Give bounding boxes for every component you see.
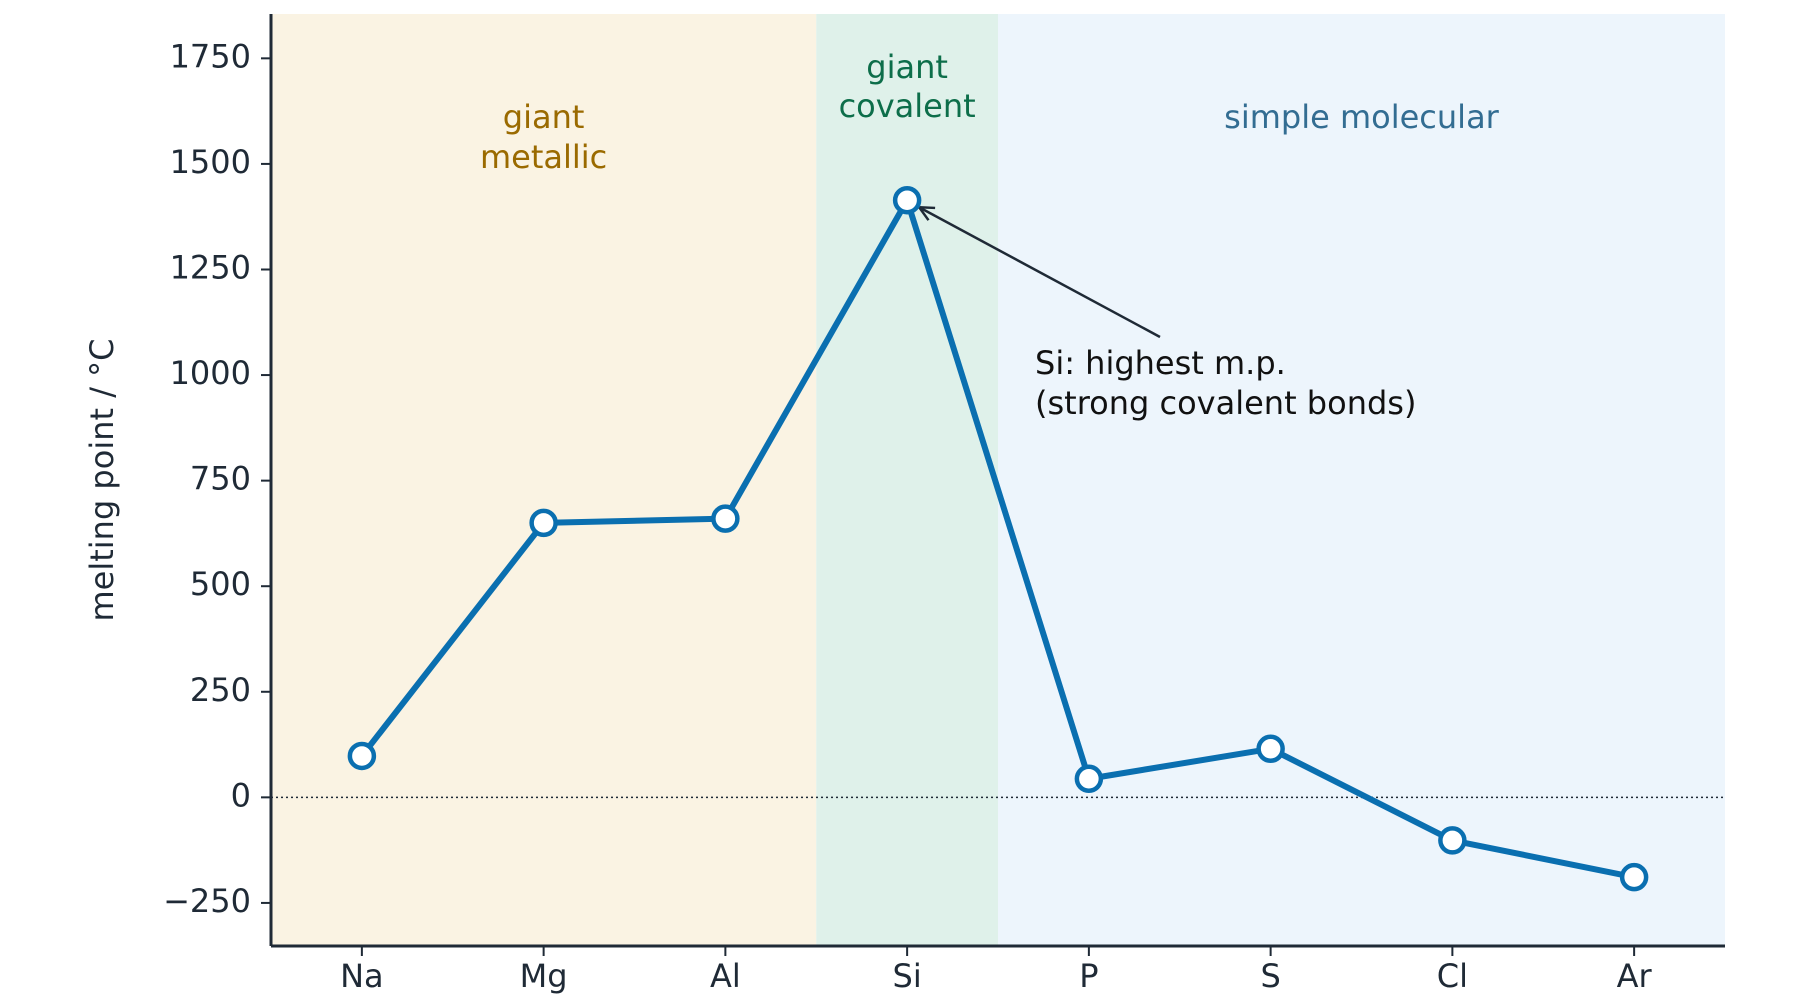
x-tick-label: Mg: [520, 957, 568, 995]
y-axis-label: melting point / °C: [83, 338, 121, 621]
x-tick-label: Ar: [1617, 957, 1653, 995]
y-tick-label: 1250: [170, 248, 251, 286]
y-tick-label: 500: [190, 565, 251, 603]
annotation-arrow: [918, 206, 1161, 339]
y-tick-label: 250: [190, 671, 251, 709]
region-label: giant: [866, 48, 948, 86]
annotation-text: (strong covalent bonds): [1035, 384, 1416, 422]
y-tick-label: 1500: [170, 143, 251, 181]
series-line: [359, 197, 1635, 881]
y-tick-label: 0: [231, 776, 251, 814]
data-point: [1619, 862, 1649, 892]
data-point: [1438, 826, 1467, 855]
y-tick-label: 1750: [170, 37, 251, 75]
y-tick-label: 1000: [170, 354, 251, 392]
x-tick-label: Si: [893, 957, 922, 995]
region-band: [816, 14, 998, 946]
data-point: [1256, 734, 1285, 764]
data-point: [529, 508, 558, 538]
x-tick-label: Cl: [1437, 957, 1468, 995]
region-band: [271, 14, 817, 946]
region-label: covalent: [839, 87, 976, 125]
x-tick-label: P: [1079, 957, 1098, 995]
data-point: [711, 504, 740, 533]
x-tick-label: Al: [710, 957, 741, 995]
y-tick-label: 750: [190, 460, 251, 498]
x-tick-label: Na: [340, 957, 384, 995]
x-tick-label: S: [1260, 957, 1280, 995]
region-label: metallic: [480, 138, 607, 176]
annotation-text: Si: highest m.p.: [1035, 344, 1286, 382]
y-tick-label: −250: [163, 882, 251, 920]
data-point: [347, 741, 377, 771]
data-point: [1074, 764, 1104, 794]
data-point: [892, 185, 922, 215]
region-label: simple molecular: [1224, 98, 1500, 136]
region-band: [998, 14, 1725, 946]
region-label: giant: [503, 98, 585, 136]
